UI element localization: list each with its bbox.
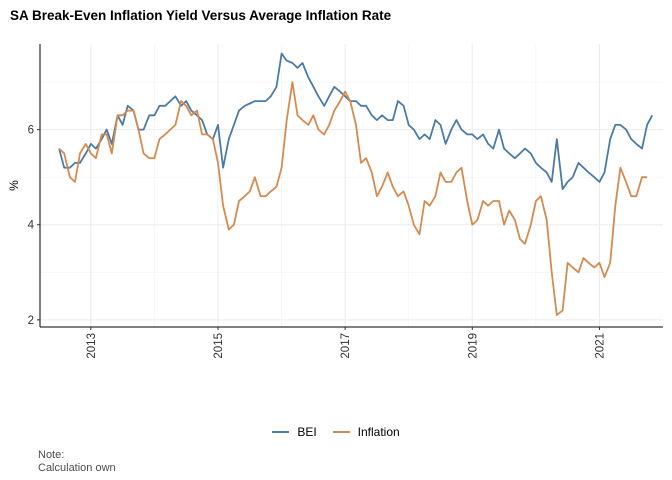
legend-item-inflation: Inflation [332, 425, 400, 439]
x-tick-label: 2019 [467, 333, 479, 359]
legend-label-bei: BEI [297, 425, 317, 439]
x-tick-label: 2015 [213, 333, 225, 359]
chart-title: SA Break-Even Inflation Yield Versus Ave… [10, 8, 392, 23]
x-tick-label: 2021 [594, 333, 606, 359]
legend-item-bei: BEI [272, 425, 317, 439]
y-tick-label: 4 [28, 220, 35, 232]
tick-labels: 2 4 6 2013 2015 2017 2019 2021 [28, 125, 607, 359]
series-line-inflation [58, 81, 648, 316]
y-tick-label: 6 [28, 125, 34, 137]
legend: BEI Inflation [0, 425, 672, 439]
x-tick-label: 2013 [86, 333, 98, 359]
note-label: Note: [38, 449, 65, 461]
legend-label-inflation: Inflation [357, 425, 400, 439]
y-axis-label: % [7, 180, 21, 191]
y-tick-label: 2 [28, 315, 34, 327]
series-layer [58, 52, 653, 316]
caption-note: Note: Calculation own [38, 449, 116, 474]
grid-lines [40, 44, 663, 327]
legend-key-inflation [332, 431, 350, 433]
legend-key-bei [272, 431, 290, 433]
axes [37, 44, 663, 330]
series-line-bei [58, 52, 653, 190]
note-source: Calculation own [38, 461, 116, 474]
x-tick-label: 2017 [340, 333, 352, 359]
